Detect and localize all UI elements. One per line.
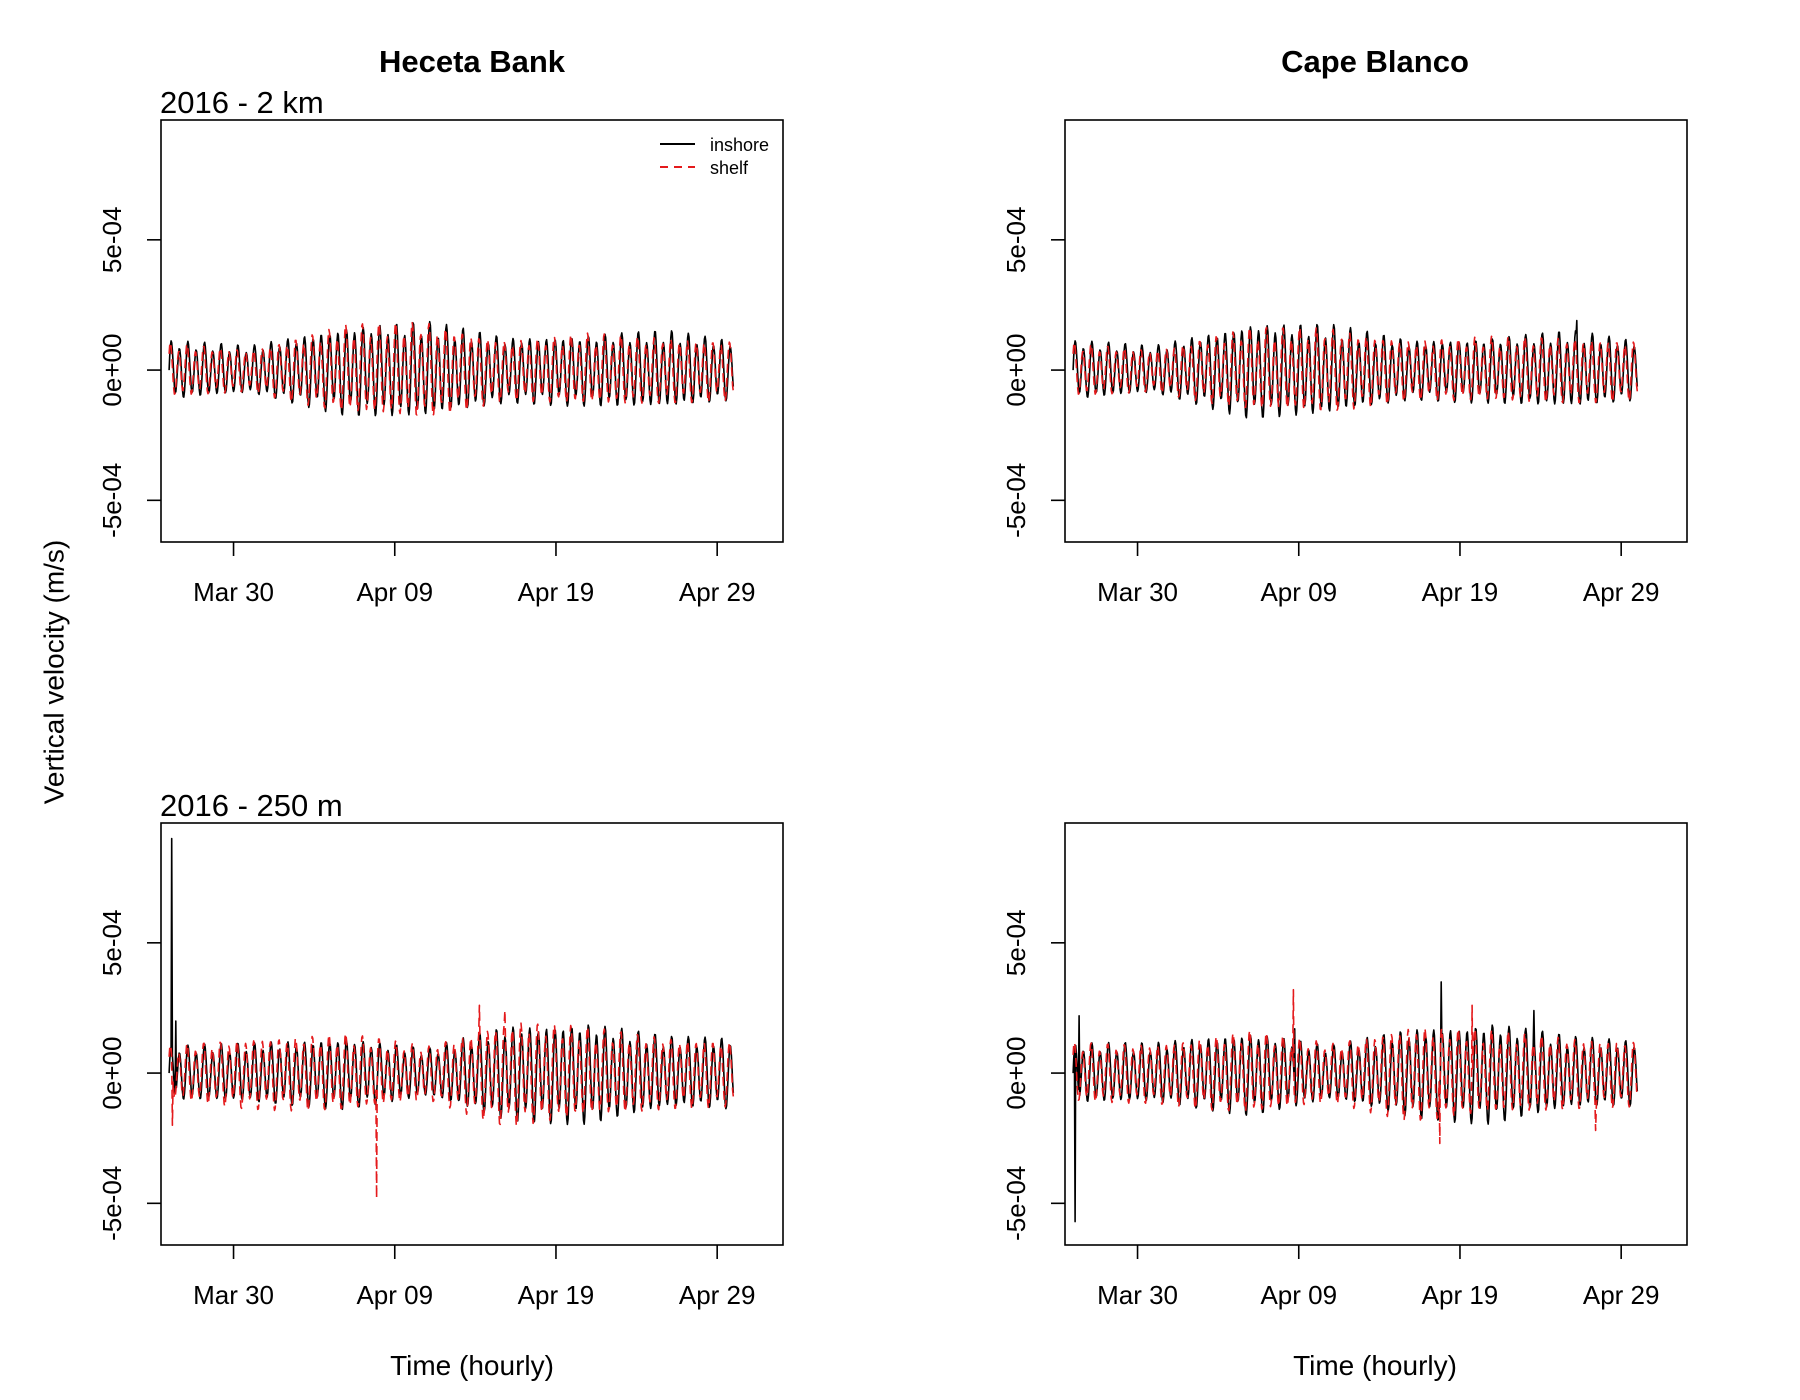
legend-shelf-label: shelf bbox=[710, 158, 749, 178]
y-tick-label: 5e-04 bbox=[97, 910, 127, 977]
series-shelf-line bbox=[1072, 988, 1639, 1145]
x-tick-label: Apr 09 bbox=[1260, 1280, 1337, 1310]
y-tick-label: 0e+00 bbox=[97, 1037, 127, 1110]
y-tick-label: 5e-04 bbox=[1001, 910, 1031, 977]
panel-cape-blanco-2km: Mar 30 Apr 09 Apr 19 Apr 29 -5e-04 0e+00 5e-04 bbox=[1001, 119, 1688, 607]
x-tick-label: Apr 29 bbox=[1583, 1280, 1660, 1310]
y-tick-label: -5e-04 bbox=[1001, 463, 1031, 538]
x-tick-label: Mar 30 bbox=[1097, 1280, 1178, 1310]
plot-frame bbox=[160, 822, 784, 1246]
x-tick-label: Mar 30 bbox=[193, 1280, 274, 1310]
x-tick-label: Apr 19 bbox=[1422, 1280, 1499, 1310]
y-tick-label: 0e+00 bbox=[1001, 1037, 1031, 1110]
plot-frame bbox=[160, 119, 784, 543]
legend-inshore-label: inshore bbox=[710, 135, 769, 155]
x-tick-label: Apr 29 bbox=[679, 1280, 756, 1310]
y-tick-label: -5e-04 bbox=[97, 1166, 127, 1241]
y-tick-label: 0e+00 bbox=[1001, 334, 1031, 407]
series-shelf-line bbox=[168, 321, 735, 417]
plot-frame bbox=[1064, 822, 1688, 1246]
x-tick-label: Mar 30 bbox=[1097, 577, 1178, 607]
panel-heceta-2km: Mar 30 Apr 09 Apr 19 Apr 29 -5e-04 0e+00 5e-04 bbox=[97, 119, 784, 607]
x-tick-label: Apr 19 bbox=[1422, 577, 1499, 607]
series-inshore-line bbox=[1072, 981, 1639, 1223]
x-tick-label: Apr 09 bbox=[356, 1280, 433, 1310]
x-tick-label: Apr 29 bbox=[1583, 577, 1660, 607]
y-tick-label: -5e-04 bbox=[1001, 1166, 1031, 1241]
panels: Mar 30 Apr 09 Apr 19 Apr 29 -5e-04 0e+00 5e-04… bbox=[97, 119, 1688, 1310]
x-tick-label: Apr 09 bbox=[356, 577, 433, 607]
panel-cape-blanco-250m: Mar 30 Apr 09 Apr 19 Apr 29 -5e-04 0e+00 5e-04 bbox=[1001, 822, 1688, 1310]
x-axis-title-right: Time (hourly) bbox=[1293, 1350, 1457, 1381]
x-tick-label: Apr 19 bbox=[518, 1280, 595, 1310]
series-inshore-line bbox=[168, 837, 735, 1126]
y-tick-label: 5e-04 bbox=[1001, 207, 1031, 273]
legend: inshore shelf bbox=[660, 135, 769, 178]
y-tick-label: -5e-04 bbox=[97, 463, 127, 538]
row-label-2km: 2016 - 2 km bbox=[160, 85, 324, 120]
y-axis-title: Vertical velocity (m/s) bbox=[38, 540, 69, 805]
plot-frame bbox=[1064, 119, 1688, 543]
column-title-cape-blanco: Cape Blanco bbox=[1281, 44, 1469, 79]
y-tick-label: 0e+00 bbox=[97, 334, 127, 407]
x-axis-title-left: Time (hourly) bbox=[390, 1350, 554, 1381]
series-shelf-line bbox=[1072, 326, 1639, 411]
series-shelf-line bbox=[168, 1004, 735, 1199]
x-tick-label: Apr 09 bbox=[1260, 577, 1337, 607]
x-tick-label: Apr 29 bbox=[679, 577, 756, 607]
x-tick-label: Apr 19 bbox=[518, 577, 595, 607]
y-tick-label: 5e-04 bbox=[97, 207, 127, 273]
column-title-heceta: Heceta Bank bbox=[379, 44, 566, 79]
x-tick-label: Mar 30 bbox=[193, 577, 274, 607]
panel-heceta-250m: Mar 30 Apr 09 Apr 19 Apr 29 -5e-04 0e+00 5e-04 bbox=[97, 822, 784, 1310]
row-label-250m: 2016 - 250 m bbox=[160, 788, 343, 823]
